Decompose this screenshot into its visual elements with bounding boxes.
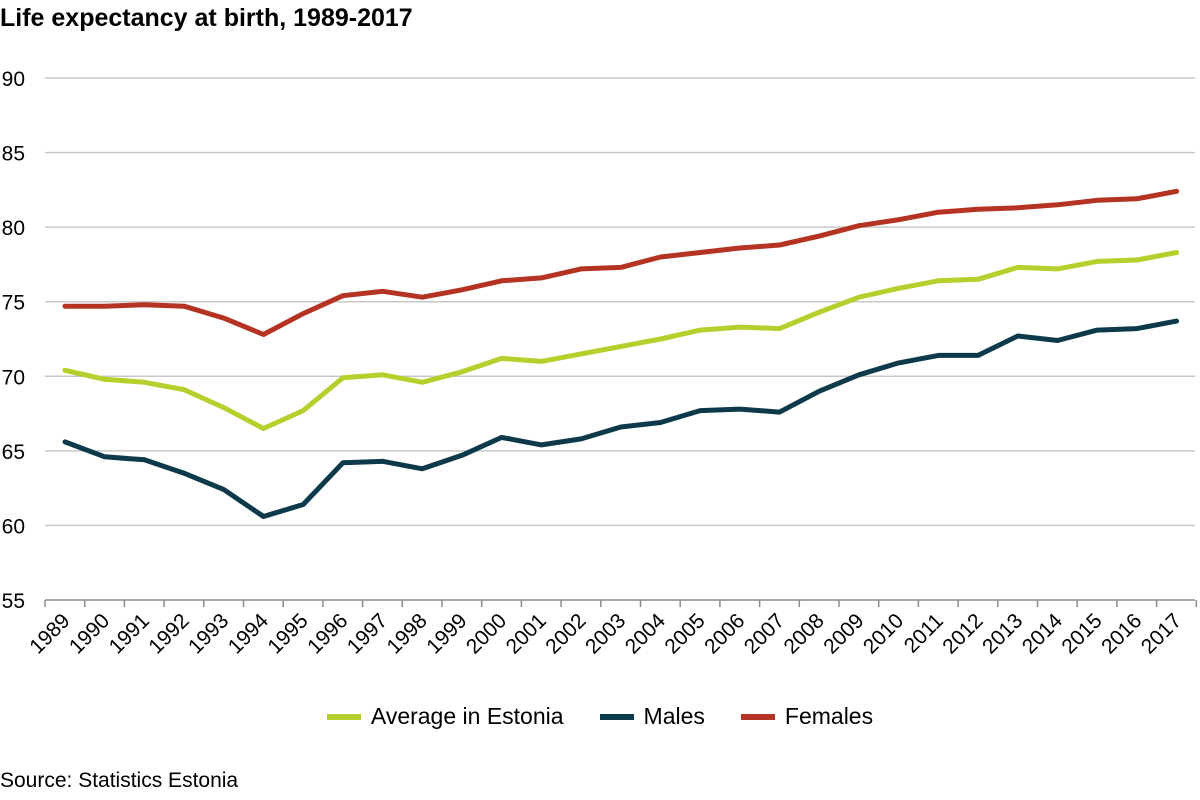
source-note: Source: Statistics Estonia — [0, 769, 239, 792]
y-tick-label: 75 — [2, 292, 25, 315]
legend-label: Females — [784, 703, 874, 729]
x-tick-label: 2011 — [900, 609, 948, 657]
series-line-males — [62, 318, 1180, 519]
legend-item: Females — [740, 703, 874, 730]
x-tick-label: 2014 — [1018, 609, 1068, 659]
y-tick-label: 60 — [2, 515, 25, 538]
x-tick-label: 1991 — [105, 609, 154, 658]
y-tick-label: 55 — [2, 590, 25, 613]
x-tick-label: 2008 — [780, 609, 829, 658]
x-tick-label: 1993 — [184, 609, 233, 658]
x-tick-label: 2006 — [700, 609, 749, 658]
x-tick-label: 2007 — [740, 609, 789, 658]
x-tick-label: 2005 — [660, 609, 709, 658]
x-axis: 1989199019911992199319941995199619971998… — [25, 599, 1198, 659]
y-tick-label: 65 — [2, 441, 25, 464]
x-tick-label: 1996 — [303, 609, 352, 658]
x-tick-label: 2009 — [819, 609, 868, 658]
x-tick-label: 2010 — [859, 609, 908, 658]
x-tick-label: 2001 — [502, 609, 551, 658]
series-line-average-in-estonia — [62, 250, 1180, 431]
legend: Average in Estonia Males Females — [0, 703, 1200, 730]
y-tick-label: 80 — [2, 217, 25, 240]
chart-title: Life expectancy at birth, 1989-2017 — [0, 4, 413, 32]
x-tick-label: 1990 — [65, 609, 114, 658]
x-tick-label: 1992 — [144, 609, 193, 658]
legend-item: Males — [599, 703, 705, 730]
x-tick-label: 2002 — [541, 609, 590, 658]
x-tick-label: 2013 — [978, 609, 1027, 658]
legend-label: Males — [643, 703, 705, 729]
x-tick-label: 1997 — [343, 609, 392, 658]
x-tick-label: 2004 — [621, 609, 671, 659]
legend-item: Average in Estonia — [326, 703, 564, 730]
x-tick-label: 1989 — [25, 609, 74, 658]
x-tick-label: 2003 — [581, 609, 630, 658]
y-axis: 55 60 65 70 75 80 85 90 — [2, 68, 25, 613]
y-tick-label: 85 — [2, 143, 25, 166]
series-lines — [62, 188, 1180, 519]
x-tick-label: 1999 — [422, 609, 471, 658]
legend-swatch — [599, 713, 634, 720]
x-tick-label: 1995 — [263, 609, 312, 658]
x-tick-label: 2016 — [1097, 609, 1146, 658]
series-line-females — [62, 188, 1180, 337]
x-tick-label: 1998 — [383, 609, 432, 658]
legend-swatch — [740, 713, 775, 720]
x-tick-label: 2012 — [938, 609, 987, 658]
grid-lines — [45, 77, 1195, 527]
legend-label: Average in Estonia — [370, 703, 564, 729]
x-tick-label: 2015 — [1057, 609, 1106, 658]
legend-swatch — [326, 713, 361, 720]
x-tick-label: 1994 — [224, 609, 274, 659]
y-tick-label: 70 — [2, 366, 25, 389]
x-tick-label: 2017 — [1137, 609, 1186, 658]
x-tick-label: 2000 — [462, 609, 511, 658]
y-tick-label: 90 — [2, 68, 25, 91]
